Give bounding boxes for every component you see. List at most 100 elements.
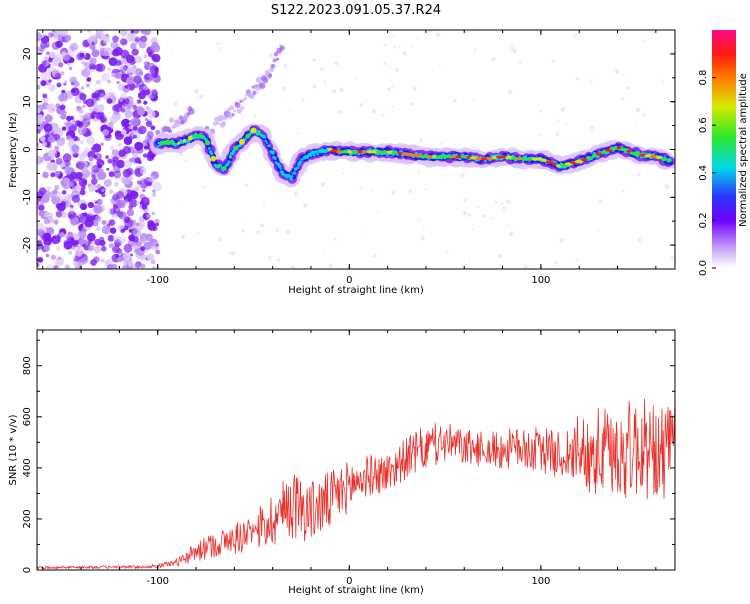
ridge-core-cell bbox=[545, 160, 554, 164]
noise-speck bbox=[290, 265, 296, 269]
noise-speck bbox=[87, 30, 91, 33]
snr-marks bbox=[37, 398, 675, 570]
noise-speck bbox=[252, 49, 255, 51]
noise-speck bbox=[155, 222, 160, 227]
noise-speck bbox=[111, 263, 118, 269]
noise-speck bbox=[467, 213, 472, 217]
y-tick-label: 200 bbox=[22, 509, 33, 528]
noise-speck bbox=[112, 203, 118, 209]
noise-speck bbox=[64, 34, 72, 42]
noise-speck bbox=[103, 179, 112, 187]
noise-speck bbox=[101, 246, 107, 252]
ridge-core-cell bbox=[357, 150, 363, 154]
noise-speck bbox=[670, 255, 675, 260]
noise-speck bbox=[614, 69, 620, 74]
noise-speck bbox=[125, 54, 135, 64]
branch-speck bbox=[167, 129, 173, 134]
noise-speck bbox=[77, 230, 87, 240]
noise-speck bbox=[402, 51, 407, 56]
noise-speck bbox=[96, 226, 101, 231]
noise-speck bbox=[262, 202, 265, 205]
noise-speck bbox=[417, 171, 421, 174]
noise-speck bbox=[148, 175, 157, 184]
noise-speck bbox=[324, 80, 327, 83]
noise-speck bbox=[60, 211, 67, 218]
noise-speck bbox=[73, 81, 80, 88]
noise-speck bbox=[625, 174, 628, 176]
noise-speck bbox=[390, 79, 392, 82]
noise-speck bbox=[462, 211, 468, 216]
noise-speck bbox=[87, 209, 95, 217]
snr-series-line bbox=[37, 398, 675, 570]
noise-speck bbox=[293, 191, 298, 196]
noise-speck bbox=[68, 66, 73, 71]
ridge-core-cell bbox=[552, 162, 557, 166]
noise-speck bbox=[557, 119, 560, 122]
ridge-core-cell bbox=[397, 151, 403, 155]
noise-speck bbox=[123, 243, 133, 253]
noise-speck bbox=[87, 150, 96, 159]
noise-speck bbox=[417, 218, 421, 221]
noise-speck bbox=[40, 72, 50, 82]
noise-speck bbox=[53, 35, 59, 41]
noise-speck bbox=[301, 98, 305, 102]
noise-speck bbox=[43, 123, 53, 133]
noise-speck bbox=[636, 107, 641, 113]
ridge-core-cell bbox=[526, 157, 533, 161]
spectrogram-marks bbox=[37, 30, 675, 269]
noise-speck bbox=[173, 101, 178, 107]
noise-speck bbox=[62, 153, 72, 163]
noise-speck bbox=[203, 185, 206, 188]
noise-speck bbox=[95, 63, 103, 72]
noise-speck bbox=[151, 211, 156, 216]
noise-speck bbox=[143, 61, 148, 66]
branch-speck bbox=[188, 108, 195, 115]
noise-speck bbox=[147, 109, 154, 115]
noise-speck bbox=[134, 157, 141, 164]
noise-speck bbox=[145, 118, 149, 122]
noise-speck bbox=[80, 157, 84, 161]
noise-speck bbox=[346, 209, 349, 212]
noise-speck bbox=[80, 185, 86, 191]
noise-speck bbox=[132, 152, 139, 159]
noise-speck bbox=[43, 232, 52, 241]
noise-speck bbox=[143, 100, 148, 105]
noise-speck bbox=[99, 236, 105, 242]
noise-speck bbox=[113, 181, 119, 187]
noise-speck bbox=[565, 123, 568, 126]
noise-speck bbox=[42, 171, 49, 179]
noise-speck bbox=[110, 41, 119, 50]
noise-speck bbox=[575, 76, 580, 81]
figure-title: S122.2023.091.05.37.R24 bbox=[271, 3, 441, 18]
noise-speck bbox=[63, 177, 70, 185]
ridge-core-cell bbox=[460, 155, 469, 159]
noise-speck bbox=[177, 200, 180, 203]
noise-speck bbox=[453, 98, 457, 103]
noise-speck bbox=[55, 246, 61, 251]
ridge-core-cell bbox=[210, 155, 217, 162]
noise-speck bbox=[296, 132, 299, 135]
noise-speck bbox=[140, 246, 146, 252]
noise-speck bbox=[494, 200, 498, 205]
noise-speck bbox=[123, 160, 132, 169]
noise-speck bbox=[127, 260, 134, 267]
ridge-cell bbox=[286, 175, 289, 179]
noise-speck bbox=[37, 108, 41, 114]
noise-speck bbox=[46, 104, 51, 109]
noise-speck bbox=[39, 124, 44, 130]
noise-speck bbox=[48, 191, 55, 198]
noise-speck bbox=[76, 52, 85, 61]
noise-speck bbox=[41, 60, 47, 66]
noise-speck bbox=[130, 98, 134, 102]
noise-speck bbox=[151, 90, 159, 97]
noise-speck bbox=[122, 264, 130, 269]
noise-speck bbox=[119, 30, 128, 37]
noise-speck bbox=[56, 82, 62, 88]
noise-speck bbox=[59, 30, 69, 37]
noise-speck bbox=[136, 201, 141, 206]
noise-speck bbox=[79, 114, 83, 118]
y-tick-label: 800 bbox=[22, 356, 33, 375]
branch-speck bbox=[255, 76, 263, 84]
noise-speck bbox=[75, 265, 80, 269]
